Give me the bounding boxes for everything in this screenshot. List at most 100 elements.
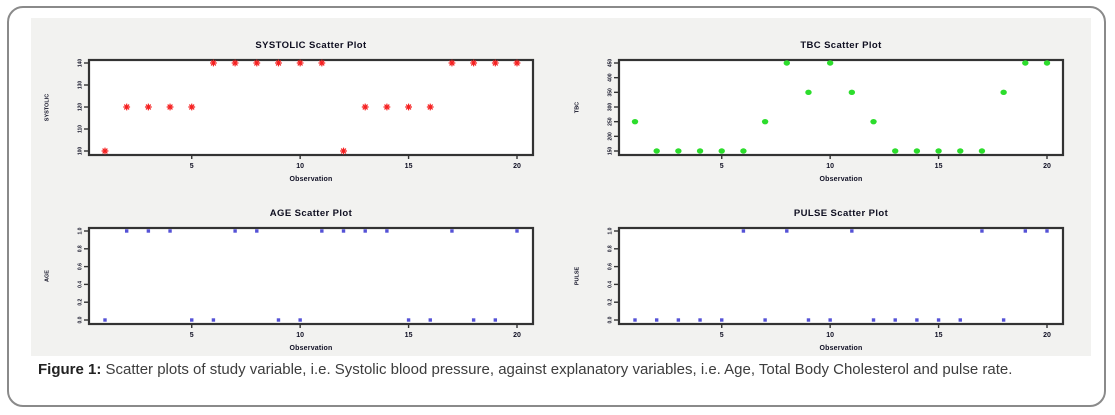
chart-cell-tbc: TBC Scatter Plot 150 200 250 300 350 400 450 5 10… (561, 18, 1091, 193)
y-tick-label: 200 (607, 132, 613, 141)
data-point (168, 229, 172, 233)
chart-svg: TBC Scatter Plot 150 200 250 300 350 400 450 5 10… (574, 40, 1065, 183)
data-point (211, 318, 216, 322)
data-point (654, 318, 659, 322)
figure-caption: Figure 1: Scatter plots of study variabl… (38, 360, 1078, 381)
data-point (783, 60, 790, 66)
data-point (450, 229, 454, 233)
data-point (253, 59, 261, 67)
x-tick-label: 10 (826, 332, 834, 339)
data-point (296, 59, 304, 67)
x-tick-label: 20 (1043, 163, 1051, 170)
y-tick-label: 0.0 (77, 316, 83, 323)
x-tick-label: 20 (513, 163, 521, 170)
data-point (741, 229, 746, 233)
figure-area: SYSTOLIC Scatter Plot 100 110 120 130 140 5 10 1… (31, 18, 1091, 356)
y-tick-label: 150 (607, 147, 613, 156)
data-point (255, 229, 259, 233)
data-point (805, 89, 812, 96)
data-point (848, 89, 856, 96)
plot-box (87, 58, 535, 157)
data-point (740, 148, 747, 154)
y-tick-label: 250 (607, 117, 613, 126)
x-tick-label: 5 (190, 332, 194, 339)
data-point (698, 318, 702, 322)
data-point (103, 318, 107, 322)
y-tick-label: 450 (607, 59, 613, 68)
data-point (718, 148, 725, 154)
data-point (978, 148, 986, 154)
data-point (893, 318, 897, 322)
data-point (763, 318, 767, 322)
data-point (957, 148, 964, 154)
data-point (144, 103, 152, 111)
data-point (850, 229, 854, 233)
x-tick-label: 10 (826, 163, 834, 170)
chart-svg: AGE Scatter Plot 0.0 0.2 0.4 0.6 0.8 1.0 5 10 15 2… (44, 208, 535, 352)
plot-box (87, 226, 535, 326)
x-tick-label: 15 (405, 332, 413, 339)
y-tick-label: 0.0 (607, 316, 613, 323)
data-point (363, 229, 367, 233)
data-point (383, 103, 391, 111)
data-point (696, 148, 704, 154)
data-point (828, 318, 832, 322)
data-point (1022, 60, 1029, 66)
data-point (320, 229, 324, 233)
data-point (676, 318, 681, 322)
data-point (426, 103, 434, 111)
data-point (428, 318, 432, 322)
x-axis-label: Observation (289, 345, 332, 352)
data-point (826, 60, 834, 66)
x-tick-label: 15 (405, 163, 413, 170)
data-point (870, 118, 877, 125)
chart-title: AGE Scatter Plot (270, 208, 353, 219)
data-point (318, 59, 326, 67)
y-tick-label: 130 (77, 81, 83, 90)
data-point (935, 148, 942, 154)
data-point (276, 318, 281, 322)
data-point (385, 229, 389, 233)
x-tick-label: 15 (935, 332, 943, 339)
data-point (406, 318, 411, 322)
y-axis-label: SYSTOLIC (44, 94, 50, 121)
data-point (1023, 229, 1028, 233)
caption-label: Figure 1: (38, 361, 102, 378)
chart-cell-pulse: PULSE Scatter Plot 0.0 0.2 0.4 0.6 0.8 1.0 5 10 1… (561, 193, 1091, 356)
x-tick-label: 10 (296, 332, 304, 339)
data-point (101, 147, 109, 155)
data-point (913, 148, 921, 154)
x-tick-label: 20 (513, 332, 521, 339)
data-point (166, 103, 174, 111)
data-point (761, 118, 769, 125)
data-point (513, 59, 521, 67)
data-point (275, 59, 282, 67)
y-tick-label: 120 (77, 103, 83, 112)
data-point (340, 147, 347, 155)
chart-cell-age: AGE Scatter Plot 0.0 0.2 0.4 0.6 0.8 1.0 5 10 15 2… (31, 193, 561, 356)
data-point (936, 318, 941, 322)
y-tick-label: 0.4 (77, 281, 83, 288)
data-point (188, 103, 196, 111)
data-point (785, 229, 789, 233)
x-tick-label: 5 (720, 332, 724, 339)
chart-svg: PULSE Scatter Plot 0.0 0.2 0.4 0.6 0.8 1.0 5 10 1… (574, 208, 1065, 352)
data-point (515, 229, 519, 233)
y-tick-label: 100 (77, 147, 83, 156)
y-axis-label: AGE (44, 270, 50, 282)
chart-title: SYSTOLIC Scatter Plot (255, 40, 367, 51)
chart-svg: SYSTOLIC Scatter Plot 100 110 120 130 140 5 10 1… (44, 40, 535, 183)
data-point (405, 103, 412, 111)
data-point (958, 318, 962, 322)
data-point (341, 229, 346, 233)
data-point (470, 59, 478, 67)
x-tick-label: 5 (720, 163, 724, 170)
y-tick-label: 0.2 (77, 299, 83, 306)
data-point (123, 103, 131, 111)
data-point (631, 118, 639, 125)
x-tick-label: 20 (1043, 332, 1051, 339)
data-point (633, 318, 637, 322)
x-tick-label: 10 (296, 163, 304, 170)
data-point (1000, 89, 1007, 96)
data-point (871, 318, 876, 322)
